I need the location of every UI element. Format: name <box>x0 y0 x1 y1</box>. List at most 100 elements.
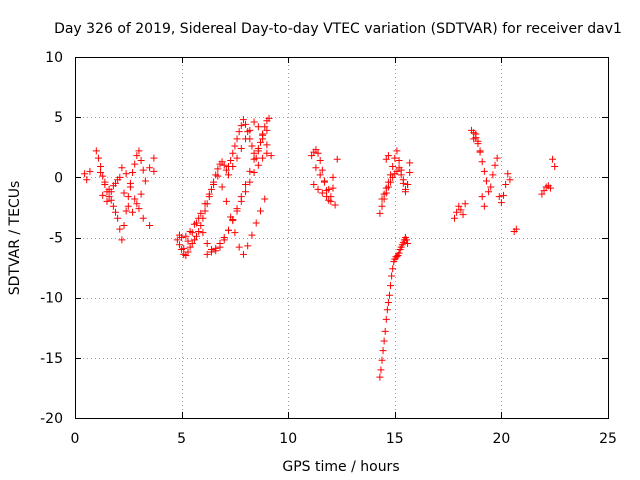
data-point <box>318 189 326 197</box>
data-point <box>203 250 211 258</box>
data-point <box>474 137 482 145</box>
data-point <box>259 131 267 139</box>
data-point <box>101 178 109 186</box>
data-point <box>327 197 335 205</box>
data-point <box>118 236 126 244</box>
data-point <box>491 161 499 169</box>
data-point <box>184 237 192 245</box>
data-point <box>137 190 145 198</box>
data-point <box>175 241 183 249</box>
data-point <box>237 197 245 205</box>
data-point <box>182 232 190 240</box>
data-point <box>139 214 147 222</box>
data-point <box>478 158 486 166</box>
data-point <box>263 126 271 134</box>
x-tick-label: 10 <box>279 431 297 447</box>
data-points <box>81 114 559 381</box>
series-track-e <box>146 167 158 229</box>
data-point <box>487 183 495 191</box>
data-point <box>267 152 275 160</box>
series-track-v <box>510 225 520 235</box>
data-point <box>308 152 316 160</box>
data-point <box>252 219 260 227</box>
data-point <box>316 171 324 179</box>
data-point <box>387 171 395 179</box>
data-point <box>378 195 386 203</box>
data-point <box>225 226 233 234</box>
data-point <box>256 138 264 146</box>
series-track-p <box>378 147 414 203</box>
data-point <box>314 185 322 193</box>
data-point <box>210 181 218 189</box>
x-tick-label: 0 <box>71 431 80 447</box>
data-point <box>214 165 222 173</box>
data-point <box>314 149 322 157</box>
data-point <box>186 243 194 251</box>
data-point <box>461 200 469 208</box>
data-point <box>99 172 107 180</box>
data-point <box>214 172 222 180</box>
data-point <box>242 120 250 128</box>
data-point <box>182 252 190 260</box>
data-point <box>231 142 239 150</box>
data-point <box>500 191 508 199</box>
data-point <box>329 184 337 192</box>
data-point <box>124 193 132 201</box>
data-point <box>114 214 122 222</box>
x-tick-label: 25 <box>599 431 617 447</box>
data-point <box>92 147 100 155</box>
series-track-r <box>450 200 469 222</box>
data-point <box>99 191 107 199</box>
series-track-d <box>99 154 158 216</box>
data-point <box>406 169 414 177</box>
chart-title: Day 326 of 2019, Sidereal Day-to-day VTE… <box>54 21 622 37</box>
y-tick-label: 10 <box>45 50 63 66</box>
data-point <box>493 154 501 162</box>
data-point <box>107 196 115 204</box>
data-point <box>105 193 113 201</box>
data-point <box>207 185 215 193</box>
data-point <box>184 248 192 256</box>
data-point <box>124 202 132 210</box>
data-point <box>256 207 264 215</box>
data-point <box>146 221 154 229</box>
data-point <box>482 177 490 185</box>
data-point <box>504 170 512 178</box>
data-point <box>401 185 409 193</box>
data-point <box>310 181 318 189</box>
data-point <box>97 163 105 171</box>
data-point <box>233 135 241 143</box>
data-point <box>109 202 117 210</box>
data-point <box>549 155 557 163</box>
data-point <box>193 219 201 227</box>
y-tick-label: 0 <box>54 170 63 186</box>
data-point <box>139 166 147 174</box>
data-point <box>146 164 154 172</box>
x-tick-label: 15 <box>386 431 404 447</box>
data-point <box>399 176 407 184</box>
x-tick-label: 20 <box>492 431 510 447</box>
data-point <box>329 173 337 181</box>
data-point <box>397 166 405 174</box>
data-point <box>480 167 488 175</box>
data-point <box>459 211 467 219</box>
data-point <box>384 178 392 186</box>
data-point <box>195 214 203 222</box>
data-point <box>250 155 258 163</box>
data-point <box>263 141 271 149</box>
data-point <box>389 163 397 171</box>
data-point <box>150 167 158 175</box>
data-point <box>207 248 215 256</box>
data-point <box>506 176 514 184</box>
series-track-j <box>225 118 275 179</box>
data-point <box>116 173 124 181</box>
data-point <box>195 227 203 235</box>
data-point <box>246 126 254 134</box>
y-axis-label: SDTVAR / TECUs <box>7 181 23 296</box>
data-point <box>323 193 331 201</box>
data-point <box>384 298 392 306</box>
series-track-u <box>495 170 514 207</box>
x-tick-label: 5 <box>177 431 186 447</box>
data-point <box>312 164 320 172</box>
